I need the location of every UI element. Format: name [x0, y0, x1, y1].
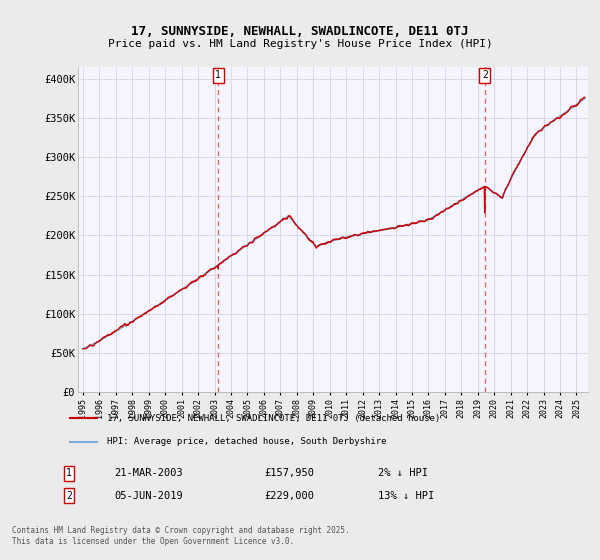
Text: £229,000: £229,000 — [264, 491, 314, 501]
Text: 2: 2 — [66, 491, 72, 501]
Text: 2% ↓ HPI: 2% ↓ HPI — [378, 468, 428, 478]
Text: 05-JUN-2019: 05-JUN-2019 — [114, 491, 183, 501]
Text: 1: 1 — [215, 71, 221, 80]
Text: 1: 1 — [66, 468, 72, 478]
Text: £157,950: £157,950 — [264, 468, 314, 478]
Text: 13% ↓ HPI: 13% ↓ HPI — [378, 491, 434, 501]
Text: 17, SUNNYSIDE, NEWHALL, SWADLINCOTE, DE11 0TJ: 17, SUNNYSIDE, NEWHALL, SWADLINCOTE, DE1… — [131, 25, 469, 38]
Text: HPI: Average price, detached house, South Derbyshire: HPI: Average price, detached house, Sout… — [107, 437, 386, 446]
Text: Contains HM Land Registry data © Crown copyright and database right 2025.
This d: Contains HM Land Registry data © Crown c… — [12, 526, 350, 546]
Text: 2: 2 — [482, 71, 488, 80]
Text: 17, SUNNYSIDE, NEWHALL, SWADLINCOTE, DE11 0TJ (detached house): 17, SUNNYSIDE, NEWHALL, SWADLINCOTE, DE1… — [107, 414, 440, 423]
Text: Price paid vs. HM Land Registry's House Price Index (HPI): Price paid vs. HM Land Registry's House … — [107, 39, 493, 49]
Text: 21-MAR-2003: 21-MAR-2003 — [114, 468, 183, 478]
